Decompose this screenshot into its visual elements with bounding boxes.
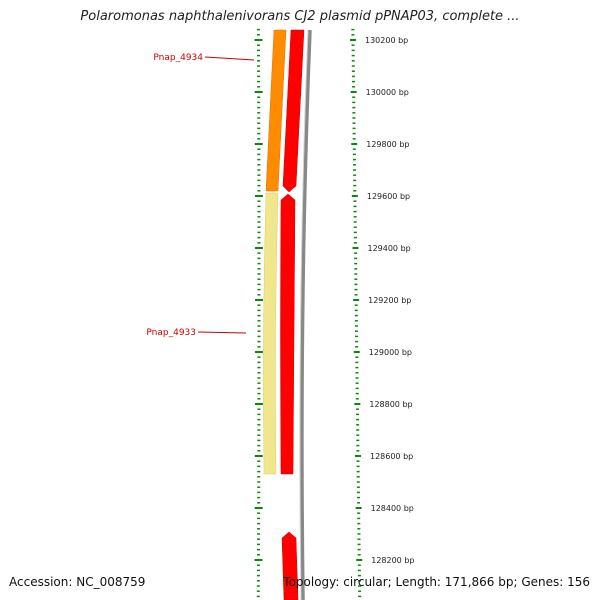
map-title: Polaromonas naphthalenivorans CJ2 plasmi… <box>80 9 520 24</box>
scale-tick-label: 129800 bp <box>366 140 409 149</box>
scale-tick-label: 129200 bp <box>368 296 411 305</box>
scale-tick-label: 129400 bp <box>367 244 410 253</box>
gene-pnap-4934-feature[interactable] <box>265 29 287 192</box>
summary-text: Topology: circular; Length: 171,866 bp; … <box>283 575 590 589</box>
backbone-highlight <box>299 29 309 600</box>
scale-tick-label: 128400 bp <box>371 504 414 513</box>
outer-tick-ruler: 130200 bp 130000 bp 129800 bp 129600 bp 1294… <box>350 28 414 598</box>
inner-tick-ruler <box>254 28 263 598</box>
scale-tick-label: 128200 bp <box>371 556 414 565</box>
cds-arrow-middle[interactable] <box>280 193 296 475</box>
scale-tick-label: 130200 bp <box>365 36 408 45</box>
accession-text: Accession: NC_008759 <box>9 575 146 589</box>
gene-pnap-4933-feature[interactable] <box>263 192 279 475</box>
gene-pnap-4934-leader <box>204 56 255 61</box>
scale-tick-label: 130000 bp <box>366 88 409 97</box>
scale-tick-label: 128600 bp <box>370 452 413 461</box>
cds-arrow-top[interactable] <box>282 29 305 193</box>
backbone-line <box>300 29 312 600</box>
gene-pnap-4933-leader <box>197 331 247 334</box>
scale-tick-label: 128800 bp <box>369 400 412 409</box>
scale-tick-label: 129000 bp <box>369 348 412 357</box>
gene-pnap-4933-label[interactable]: Pnap_4933 <box>146 328 196 338</box>
gene-pnap-4934-label[interactable]: Pnap_4934 <box>153 53 203 63</box>
scale-tick-label: 129600 bp <box>367 192 410 201</box>
cds-arrow-bottom[interactable] <box>281 531 299 600</box>
